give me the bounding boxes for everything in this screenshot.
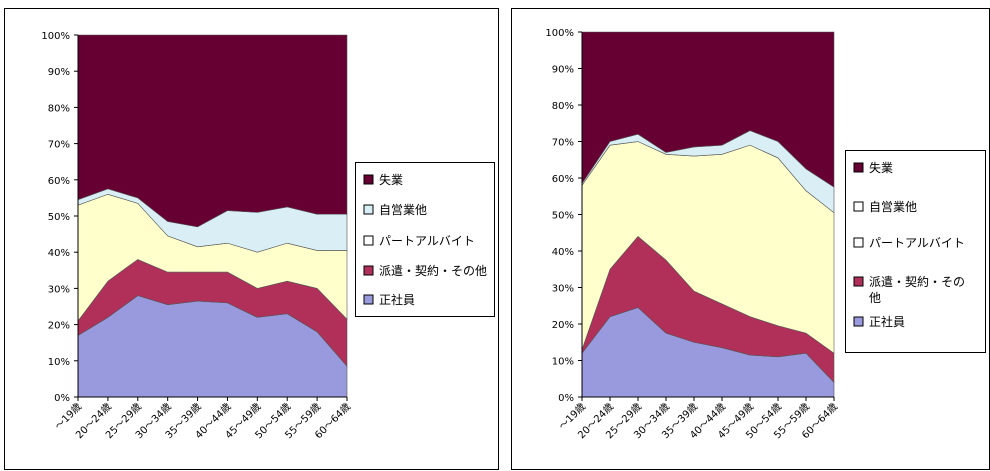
area-series-失業: [581, 31, 835, 188]
legend-swatch: [363, 294, 374, 305]
y-tick-label: 30%: [552, 284, 574, 295]
legend-swatch: [853, 237, 864, 248]
y-tick-label: 20%: [552, 320, 574, 331]
area-series-失業: [77, 34, 348, 228]
legend-label: パートアルバイト: [869, 236, 965, 250]
legend-label-cont: 他: [869, 291, 881, 305]
legend-label: 派遣・契約・その: [869, 274, 965, 289]
y-tick-label: 0%: [54, 393, 70, 404]
y-tick-label: 10%: [552, 357, 574, 368]
legend-swatch: [363, 235, 374, 246]
y-tick-label: 30%: [48, 284, 70, 295]
y-tick-label: 70%: [48, 140, 70, 151]
y-tick-label: 0%: [558, 393, 574, 404]
y-tick-label: 40%: [48, 248, 70, 259]
legend-label: パートアルバイト: [379, 234, 475, 248]
legend-swatch: [853, 276, 864, 287]
legend-swatch: [363, 174, 374, 185]
chart-border: [4, 8, 499, 470]
legend-label: 自営業他: [379, 203, 427, 217]
y-tick-label: 50%: [48, 212, 70, 223]
y-tick-label: 90%: [552, 65, 574, 76]
y-tick-label: 20%: [48, 321, 70, 332]
legend-swatch: [363, 265, 374, 276]
legend-swatch: [853, 201, 864, 212]
plot-area: [581, 31, 835, 398]
y-tick-label: 100%: [545, 28, 574, 39]
legend-box: [845, 150, 986, 353]
legend-swatch: [363, 204, 374, 215]
legend-swatch: [853, 162, 864, 173]
y-tick-label: 50%: [552, 211, 574, 222]
y-tick-label: 70%: [552, 138, 574, 149]
legend-label: 正社員: [869, 314, 905, 329]
legend-label: 自営業他: [869, 200, 917, 214]
legend-swatch: [853, 316, 864, 327]
legend-label: 派遣・契約・その他: [379, 263, 487, 278]
legend-box: [355, 162, 495, 317]
chart-1: 0%10%20%30%40%50%60%70%80%90%100%～19歳20～…: [4, 8, 499, 470]
y-tick-label: 60%: [552, 174, 574, 185]
y-tick-label: 80%: [552, 101, 574, 112]
y-tick-label: 10%: [48, 357, 70, 368]
chart-2: 0%10%20%30%40%50%60%70%80%90%100%～19歳20～…: [511, 8, 990, 470]
y-tick-label: 80%: [48, 103, 70, 114]
y-tick-label: 60%: [48, 176, 70, 187]
legend-label: 失業: [379, 172, 403, 187]
y-tick-label: 40%: [552, 247, 574, 258]
plot-area: [77, 34, 348, 398]
legend-label: 失業: [869, 160, 893, 175]
legend-label: 正社員: [379, 292, 415, 307]
y-tick-label: 100%: [41, 31, 70, 42]
y-tick-label: 90%: [48, 67, 70, 78]
